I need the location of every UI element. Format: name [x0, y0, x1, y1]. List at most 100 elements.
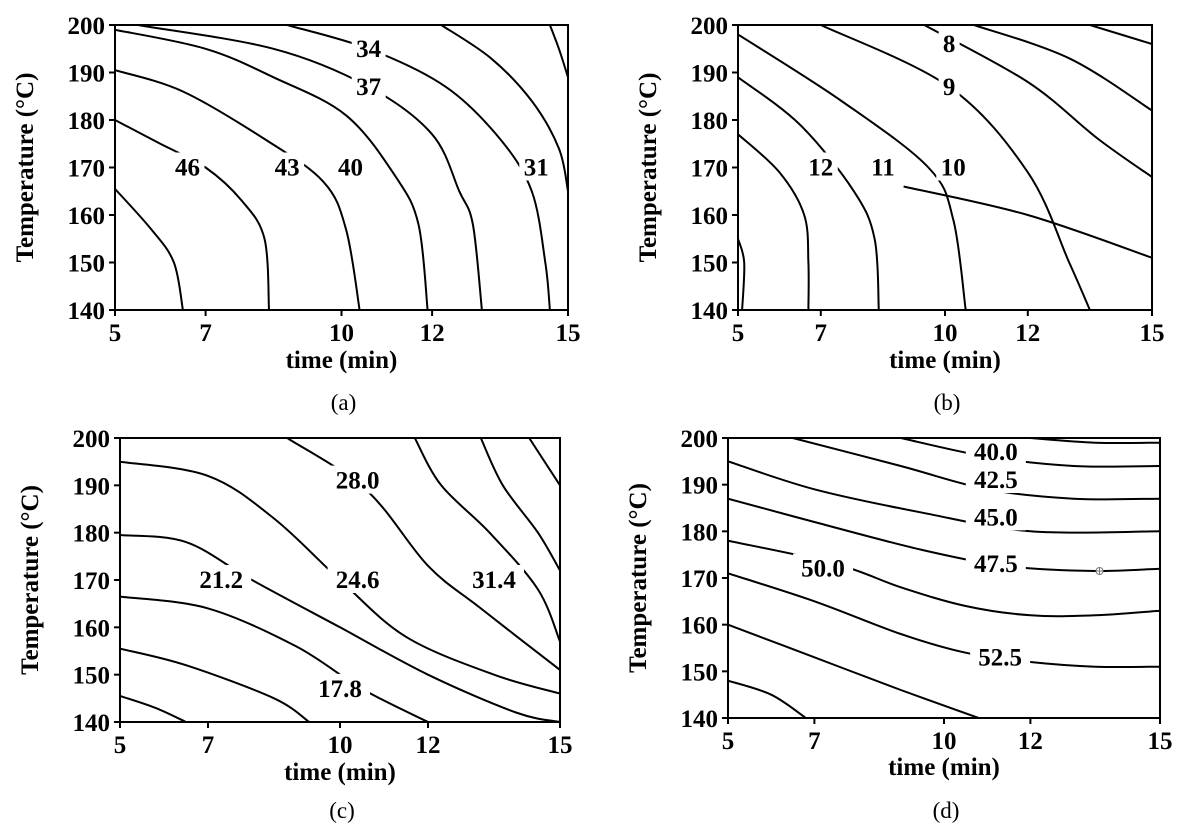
panel-label: (d) [933, 798, 960, 823]
contour-label-bg [270, 152, 305, 181]
x-tick-label: 5 [722, 728, 735, 755]
contour-label: 8 [943, 31, 956, 58]
y-tick-label: 180 [73, 521, 111, 548]
y-tick-label: 150 [681, 659, 719, 686]
contour-line [738, 33, 967, 310]
x-tick-label: 7 [808, 728, 821, 755]
contour-line [120, 595, 429, 722]
contour-line [479, 438, 560, 572]
contour-label: 31.4 [472, 567, 516, 594]
contour-label: 11 [871, 155, 895, 182]
contour-label: 42.5 [974, 467, 1018, 494]
contour-label: 28.0 [336, 468, 380, 495]
y-tick-label: 150 [68, 251, 106, 278]
panel-2: 12 11 10 9 8 5 7 10 12 15 140 150 160 170 180 190 200 tim… [635, 13, 1165, 415]
contour-label-bg [803, 152, 838, 181]
x-tick-label: 15 [1148, 728, 1173, 755]
contour-line [738, 76, 880, 310]
contour-line [728, 623, 979, 718]
contour-line [903, 185, 1152, 259]
contour-label: 34 [356, 36, 382, 63]
plot-frame [727, 437, 1161, 719]
y-tick-label: 200 [73, 426, 111, 453]
y-tick-label: 180 [68, 108, 106, 135]
x-tick-label: 7 [815, 320, 828, 347]
contour-label: 24.6 [336, 567, 380, 594]
contour-label-bg [170, 152, 205, 181]
y-tick-label: 190 [73, 473, 111, 500]
contour-line [413, 438, 560, 642]
contour-label-bg [351, 33, 386, 62]
optimum-marker-cross [1096, 568, 1103, 574]
contour-label-bg [191, 565, 252, 593]
contour-label-bg [938, 71, 960, 100]
contour-line [1030, 438, 1160, 445]
contour-label: 45.0 [974, 504, 1018, 531]
contour-label-bg [965, 549, 1026, 577]
x-tick-label: 12 [420, 320, 445, 347]
y-tick-label: 160 [73, 615, 111, 642]
x-tick-label: 10 [932, 728, 957, 755]
x-tick-label: 5 [114, 732, 127, 759]
contour-line [440, 25, 568, 192]
y-axis-label: Temperature (°C) [17, 485, 44, 675]
contour-label-bg [965, 465, 1026, 493]
contour-label-bg [793, 553, 854, 582]
y-tick-label: 170 [68, 156, 106, 183]
panel-4: 52.5 50.0 47.5 45.0 42.540.0 5 7 10 12 15 140 150 16… [625, 426, 1173, 823]
contour-label-bg [519, 152, 554, 181]
y-tick-label: 150 [73, 663, 111, 690]
y-tick-label: 140 [68, 298, 106, 325]
x-tick-label: 12 [1018, 728, 1043, 755]
contour-line [728, 539, 1160, 618]
contour-label-bg [351, 71, 386, 100]
contour-label: 12 [808, 155, 833, 182]
contour-label: 21.2 [199, 567, 243, 594]
contour-line [115, 188, 184, 310]
x-axis-label: time (min) [889, 347, 1001, 374]
y-tick-label: 150 [691, 251, 729, 278]
contour-label-bg [310, 673, 370, 702]
y-tick-label: 140 [681, 706, 719, 733]
y-tick-label: 200 [68, 13, 106, 40]
contour-line [548, 25, 568, 78]
x-tick-label: 5 [109, 320, 122, 347]
y-tick-label: 200 [691, 13, 729, 40]
contour-label-bg [965, 437, 1026, 465]
contour-label: 31 [524, 155, 549, 182]
y-axis-label: Temperature (°C) [12, 73, 39, 263]
y-tick-label: 200 [681, 426, 719, 453]
panel-label: (b) [934, 390, 961, 415]
contour-label: 10 [941, 155, 966, 182]
x-tick-label: 15 [556, 320, 581, 347]
x-tick-label: 15 [548, 732, 573, 759]
y-tick-label: 160 [68, 203, 106, 230]
contour-label-bg [865, 152, 900, 181]
x-tick-label: 7 [202, 732, 215, 759]
x-tick-label: 7 [199, 320, 212, 347]
contour-line [973, 25, 1152, 112]
contour-label: 37 [356, 74, 381, 101]
contour-line [1089, 25, 1152, 45]
contour-label-bg [333, 152, 368, 181]
panel-label: (c) [329, 798, 355, 823]
contour-label: 46 [175, 155, 200, 182]
x-tick-label: 5 [732, 320, 745, 347]
contour-line [115, 69, 361, 310]
y-tick-label: 140 [691, 298, 729, 325]
contour-label-bg [464, 565, 524, 593]
contour-label-bg [965, 502, 1026, 531]
contour-label: 52.5 [978, 644, 1022, 671]
panel-3: 17.8 21.2 24.6 28.0 31.4 5 7 10 12 15 140 150 160 170… [17, 426, 573, 823]
contour-line [120, 534, 560, 722]
contour-line [137, 25, 483, 310]
x-tick-label: 10 [328, 732, 353, 759]
y-tick-label: 190 [68, 61, 106, 88]
contour-lines [738, 25, 1152, 310]
y-tick-label: 170 [73, 568, 111, 595]
contour-label: 40.0 [974, 439, 1018, 466]
contour-line [728, 572, 1160, 669]
contour-label: 17.8 [318, 676, 362, 703]
contour-line [728, 460, 1160, 534]
